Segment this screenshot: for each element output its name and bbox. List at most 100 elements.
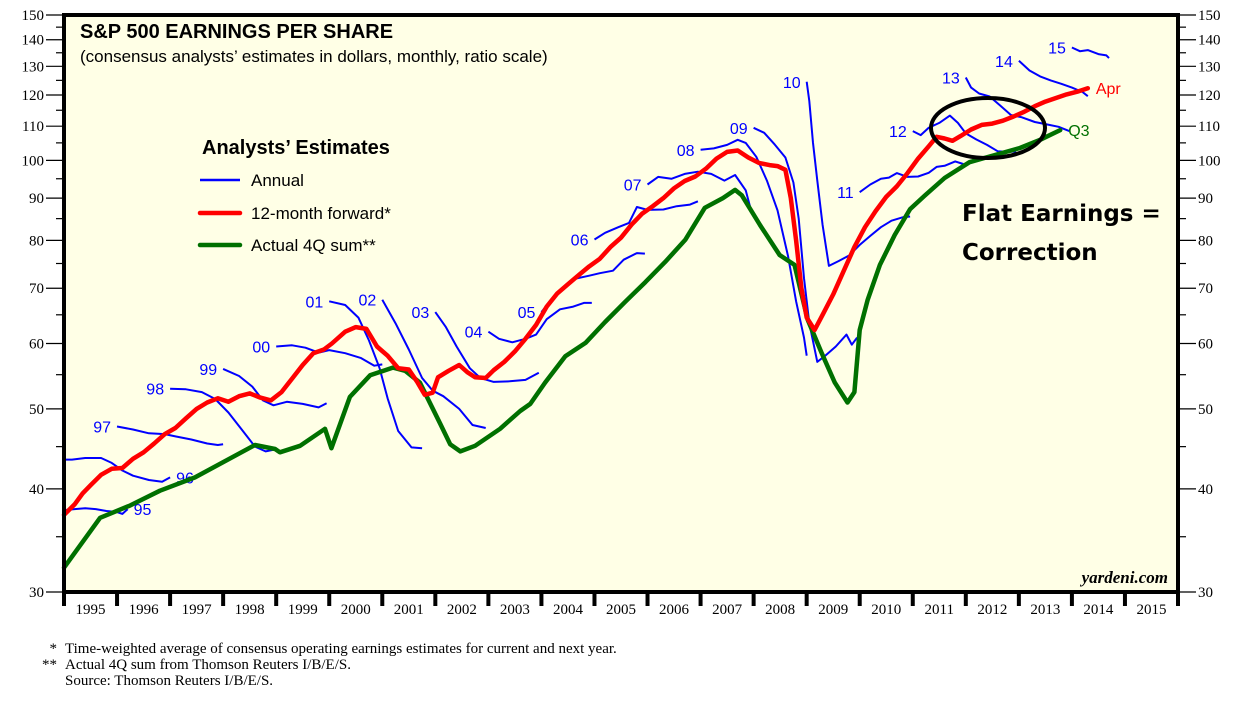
y-tick-label: 30 [29,585,44,601]
main-series-lines: Q3 Apr [61,81,1122,570]
annual-line-07 [646,170,755,215]
annual-line-label: 06 [571,232,589,249]
annual-line-label: 15 [1048,41,1066,58]
annual-line-label: 08 [677,143,695,160]
chart-subtitle: (consensus analysts’ estimates in dollar… [80,47,548,66]
y-tick-label: 100 [1198,153,1221,169]
y-tick-label: 70 [1198,281,1213,297]
y-tick-label: 60 [29,336,44,352]
y-tick-label: 140 [22,33,45,49]
annual-line-label: 98 [146,382,164,399]
annual-line-label: 01 [305,294,323,311]
x-tick-label: 2009 [818,602,848,618]
annual-line-label: 14 [995,54,1013,71]
x-tick-label: 1995 [76,602,106,618]
x-tick-label: 2005 [606,602,636,618]
annotation-correction: Correction [962,240,1098,266]
x-tick-label: 2012 [977,602,1007,618]
footnote-mark: * [49,641,58,657]
annual-line-08 [700,138,808,356]
x-tick-label: 2001 [394,602,424,618]
annual-line-label: 09 [730,121,748,138]
annotation-flat-earnings: Flat Earnings = [962,201,1161,227]
x-tick-label: 2004 [553,602,584,618]
x-tick-label: 1997 [182,602,213,618]
x-tick-label: 2003 [500,602,530,618]
annual-line-label: 04 [465,325,483,342]
y-tick-label: 130 [22,59,45,75]
right-y-axis: 30 40 50 60 70 80 90 100 110 120 130 140 150 [1178,8,1221,601]
y-tick-label: 70 [29,281,44,297]
y-tick-label: 120 [1198,88,1221,104]
legend-label-actual: Actual 4Q sum** [251,236,376,255]
y-tick-label: 100 [22,153,45,169]
y-tick-label: 50 [29,402,44,418]
annual-line-label: 97 [93,419,111,436]
annual-line-99 [222,367,328,409]
y-tick-label: 150 [22,8,45,24]
x-tick-label: 2006 [659,602,690,618]
footnote: * Time-weighted average of consensus ope… [30,641,617,657]
y-tick-label: 110 [1198,119,1220,135]
x-tick-label: 2008 [765,602,795,618]
legend-label-annual: Annual [251,171,304,190]
legend-label-forward: 12-month forward* [251,204,391,223]
annual-line-11 [859,160,964,194]
x-tick-label: 2002 [447,602,477,618]
y-tick-label: 40 [29,482,44,498]
annual-line-label: 05 [518,305,536,322]
annual-line-95 [63,507,129,515]
annual-line-label: 02 [358,293,376,310]
annual-line-01 [328,300,423,450]
footnote-text: Time-weighted average of consensus opera… [65,641,617,657]
annual-line-13 [964,77,1070,133]
y-tick-label: 50 [1198,402,1213,418]
y-tick-label: 30 [1198,585,1213,601]
legend: Analysts’ Estimates Annual 12-month forw… [197,137,391,255]
x-tick-label: 2007 [712,602,743,618]
x-tick-label: 2011 [925,602,954,618]
y-tick-label: 40 [1198,482,1213,498]
x-tick-label: 2010 [871,602,901,618]
annual-line-label: 07 [624,177,642,194]
y-tick-label: 60 [1198,336,1213,352]
footnote-text: Source: Thomson Reuters I/B/E/S. [65,673,274,689]
eps-chart: 30 40 50 60 70 80 90 100 110 120 130 140 150 30 40 50 6… [22,8,1221,618]
y-tick-label: 120 [22,88,45,104]
left-y-axis: 30 40 50 60 70 80 90 100 110 120 130 140 150 [22,8,64,601]
x-tick-label: 2000 [341,602,371,618]
annual-line-label: 10 [783,75,801,92]
annual-line-04 [487,301,592,344]
annual-line-00 [276,344,383,367]
annual-line-label: 00 [252,339,270,356]
series-end-label: Q3 [1068,123,1089,140]
x-tick-label: 2015 [1136,602,1166,618]
footnote: Source: Thomson Reuters I/B/E/S. [30,673,617,689]
y-tick-label: 80 [1198,233,1213,249]
footnote: ** Actual 4Q sum from Thomson Reuters I/… [30,657,617,673]
y-tick-label: 90 [29,191,44,207]
annual-line-98 [170,387,274,453]
x-tick-label: 1999 [288,602,318,618]
annual-line-label: 99 [199,362,217,379]
x-tick-label: 2014 [1083,602,1114,618]
x-tick-label: 1998 [235,602,265,618]
footnote-text: Actual 4Q sum from Thomson Reuters I/B/E… [65,657,351,673]
y-tick-label: 90 [1198,191,1213,207]
chart-title: S&P 500 EARNINGS PER SHARE [80,21,393,43]
series-end-label: Apr [1096,81,1122,98]
plot-frame [62,13,1180,594]
series-line [61,127,1063,570]
y-tick-label: 150 [1198,8,1221,24]
x-tick-label: 2013 [1030,602,1060,618]
series-line [61,85,1091,518]
annual-line-label: 11 [837,185,854,202]
annual-line-97 [116,425,224,446]
annual-line-09 [753,126,858,363]
y-tick-label: 130 [1198,59,1221,75]
watermark: yardeni.com [1080,568,1168,587]
y-tick-label: 80 [29,233,44,249]
annual-line-06 [593,200,699,241]
x-axis: 1995 1996 1997 1998 1999 2000 2001 2002 2003 2004… [62,592,1180,618]
